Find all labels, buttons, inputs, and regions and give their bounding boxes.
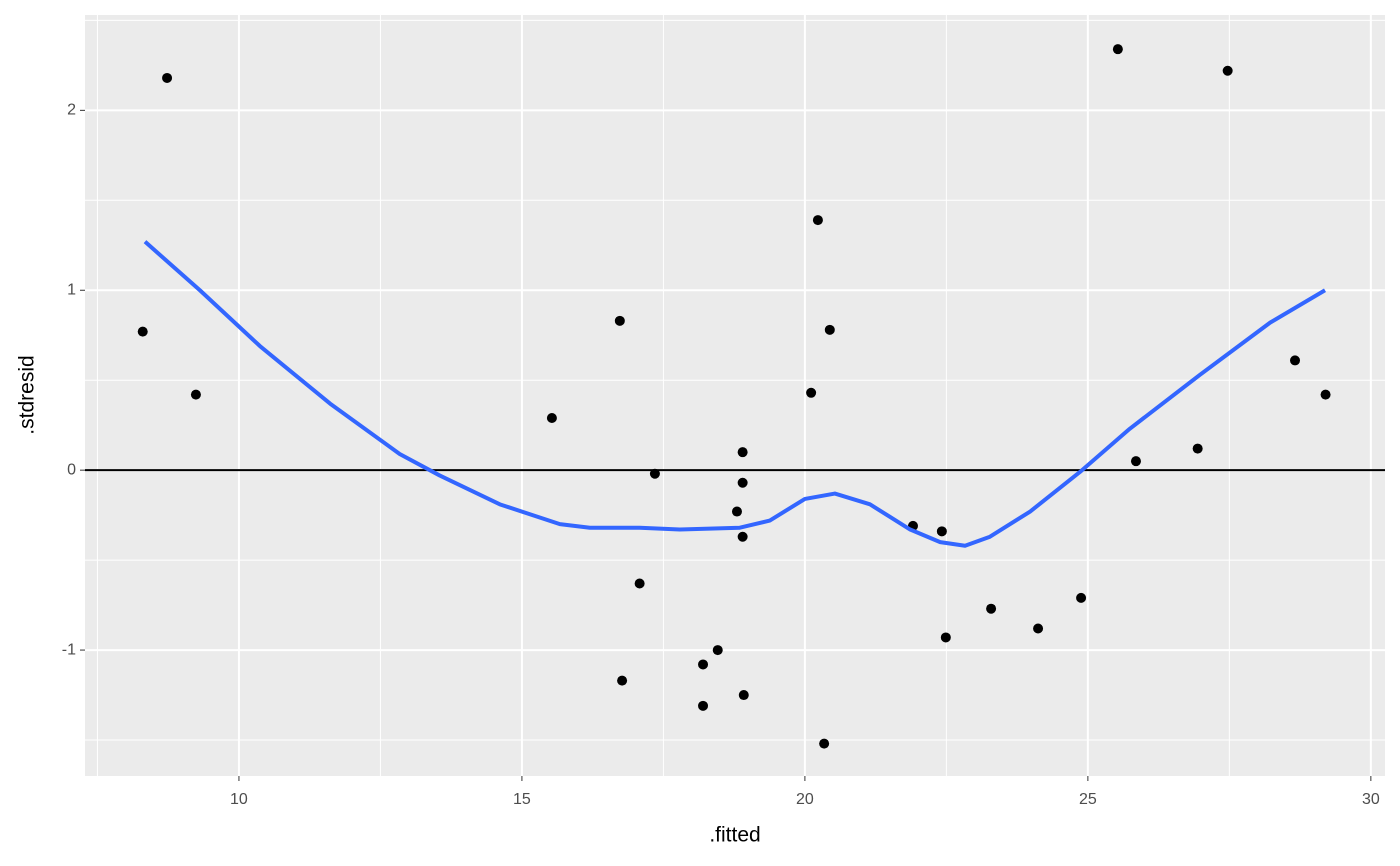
point	[546, 412, 557, 423]
x-tick-label: 15	[513, 791, 531, 808]
point	[712, 645, 723, 656]
point	[1033, 623, 1044, 634]
point	[940, 632, 951, 643]
y-axis-title: .stdresid	[16, 355, 39, 434]
point	[614, 315, 625, 326]
smooth-line	[143, 240, 1327, 548]
point	[1130, 456, 1141, 467]
point	[1320, 389, 1331, 400]
point	[812, 215, 823, 226]
point	[737, 531, 748, 542]
point	[1076, 592, 1087, 603]
point	[936, 526, 947, 537]
point	[137, 326, 148, 337]
point	[698, 700, 709, 711]
y-tick-label: 2	[67, 102, 76, 119]
point	[824, 324, 835, 335]
point	[986, 603, 997, 614]
y-tick-label: -1	[62, 641, 76, 658]
y-tick-label: 1	[67, 281, 76, 298]
point	[819, 738, 830, 749]
point	[731, 506, 742, 517]
point	[649, 468, 660, 479]
x-tick-label: 30	[1362, 791, 1380, 808]
x-tick-label: 20	[796, 791, 814, 808]
point	[1192, 443, 1203, 454]
point	[738, 690, 749, 701]
point	[190, 389, 201, 400]
point	[1290, 355, 1301, 366]
point	[1112, 44, 1123, 55]
point	[617, 675, 628, 686]
point	[806, 387, 817, 398]
panel	[85, 15, 1385, 776]
x-tick-label: 10	[230, 791, 248, 808]
x-axis-title: .fitted	[709, 824, 760, 847]
point	[737, 477, 748, 488]
y-tick-label: 0	[67, 461, 76, 478]
x-tick-label: 25	[1079, 791, 1097, 808]
point	[634, 578, 645, 589]
point	[162, 72, 173, 83]
point	[737, 447, 748, 458]
point	[698, 659, 709, 670]
point	[1222, 65, 1233, 76]
